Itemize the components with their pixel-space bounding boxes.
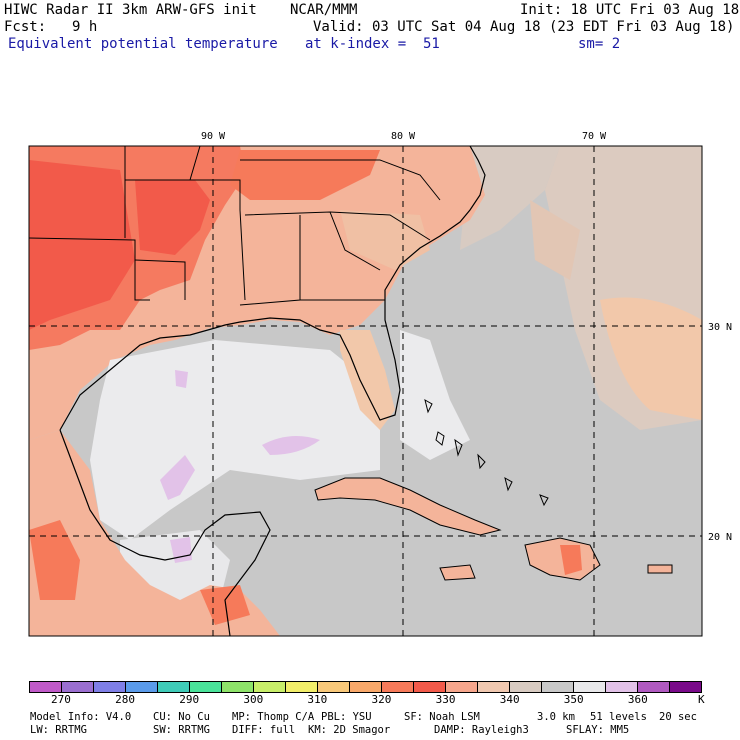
footer-item: Model Info: V4.0 [30, 711, 132, 723]
lon-label-80w: 80 W [391, 131, 416, 142]
fcst-label: Fcst: [4, 19, 47, 35]
lat-lon-grid [29, 146, 702, 636]
state-borders [29, 146, 441, 306]
colorbar-cell [446, 682, 478, 692]
colorbar-cell [158, 682, 190, 692]
colorbar-tick-label: 290 [179, 693, 200, 706]
footer-item: 51 levels [590, 711, 647, 723]
colorbar-cell [542, 682, 574, 692]
colorbar-tick-label: 300 [243, 693, 264, 706]
colorbar-cell [414, 682, 446, 692]
colorbar-tick-label: 360 [627, 693, 648, 706]
colorbar-cell [30, 682, 62, 692]
colorbar-tick-label: 340 [499, 693, 520, 706]
atlantic-warm-region [600, 297, 702, 420]
colorbar-cell [190, 682, 222, 692]
footer-item: SW: RRTMG [153, 724, 210, 736]
colorbar-tick-label: 270 [51, 693, 71, 706]
colorbar-tick-label: 310 [307, 693, 328, 706]
field-name: Equivalent potential temperature [8, 36, 278, 52]
colorbar-tick-label: 350 [563, 693, 584, 706]
colorbar-cell [350, 682, 382, 692]
colorbar-cell [478, 682, 510, 692]
smoothing-info: sm= 2 [578, 36, 621, 52]
footer-item: DAMP: Rayleigh3 [434, 724, 529, 736]
colorbar-cell [126, 682, 158, 692]
cuba-outline [314, 477, 502, 536]
model-title: HIWC Radar II 3km ARW-GFS init [4, 2, 257, 18]
colorbar-cell [574, 682, 606, 692]
map-frame [28, 145, 703, 637]
colorbar-cell [318, 682, 350, 692]
colorbar-cell [62, 682, 94, 692]
colorbar-cell [510, 682, 542, 692]
footer-item: SF: Noah LSM [404, 711, 480, 723]
footer-item: 3.0 km [537, 711, 575, 723]
colorbar-tick-label: 320 [371, 693, 392, 706]
footer-item: SFLAY: MM5 [566, 724, 630, 736]
fcst-value: 9 h [72, 19, 98, 35]
colorbar [29, 681, 702, 693]
footer-item: 20 sec [659, 711, 697, 723]
footer-item: PBL: YSU [321, 711, 372, 723]
lon-label-90w: 90 W [201, 131, 226, 142]
footer-item: CU: No Cu [153, 711, 210, 723]
org-label: NCAR/MMM [290, 2, 358, 18]
lat-label-20n: 20 N [708, 532, 732, 543]
lat-label-30n: 30 N [708, 322, 732, 333]
colorbar-cell [638, 682, 670, 692]
footer-item: LW: RRTMG [30, 724, 87, 736]
level-info: at k-index = 51 [305, 36, 440, 52]
colorbar-tick-label: 330 [435, 693, 456, 706]
jamaica-outline [439, 564, 476, 581]
valid-time: Valid: 03 UTC Sat 04 Aug 18 (23 EDT Fri … [313, 19, 735, 35]
us-coastline [59, 146, 486, 431]
colorbar-cell [286, 682, 318, 692]
footer-item: MP: Thomp C/A [232, 711, 315, 723]
mexico-coastline [59, 429, 271, 636]
colorbar-cell [382, 682, 414, 692]
footer-item: DIFF: full [232, 724, 296, 736]
colorbar-cell [254, 682, 286, 692]
colorbar-tick-label: 280 [115, 693, 136, 706]
colorbar-unit: K [698, 693, 705, 706]
gulf-light-region [90, 340, 380, 540]
colorbar-cell [670, 682, 701, 692]
footer-item: KM: 2D Smagor [308, 724, 391, 736]
colorbar-cell [94, 682, 126, 692]
init-time: Init: 18 UTC Fri 03 Aug 18 [520, 2, 740, 18]
lon-label-70w: 70 W [582, 131, 607, 142]
colorbar-cell [222, 682, 254, 692]
colorbar-cell [606, 682, 638, 692]
